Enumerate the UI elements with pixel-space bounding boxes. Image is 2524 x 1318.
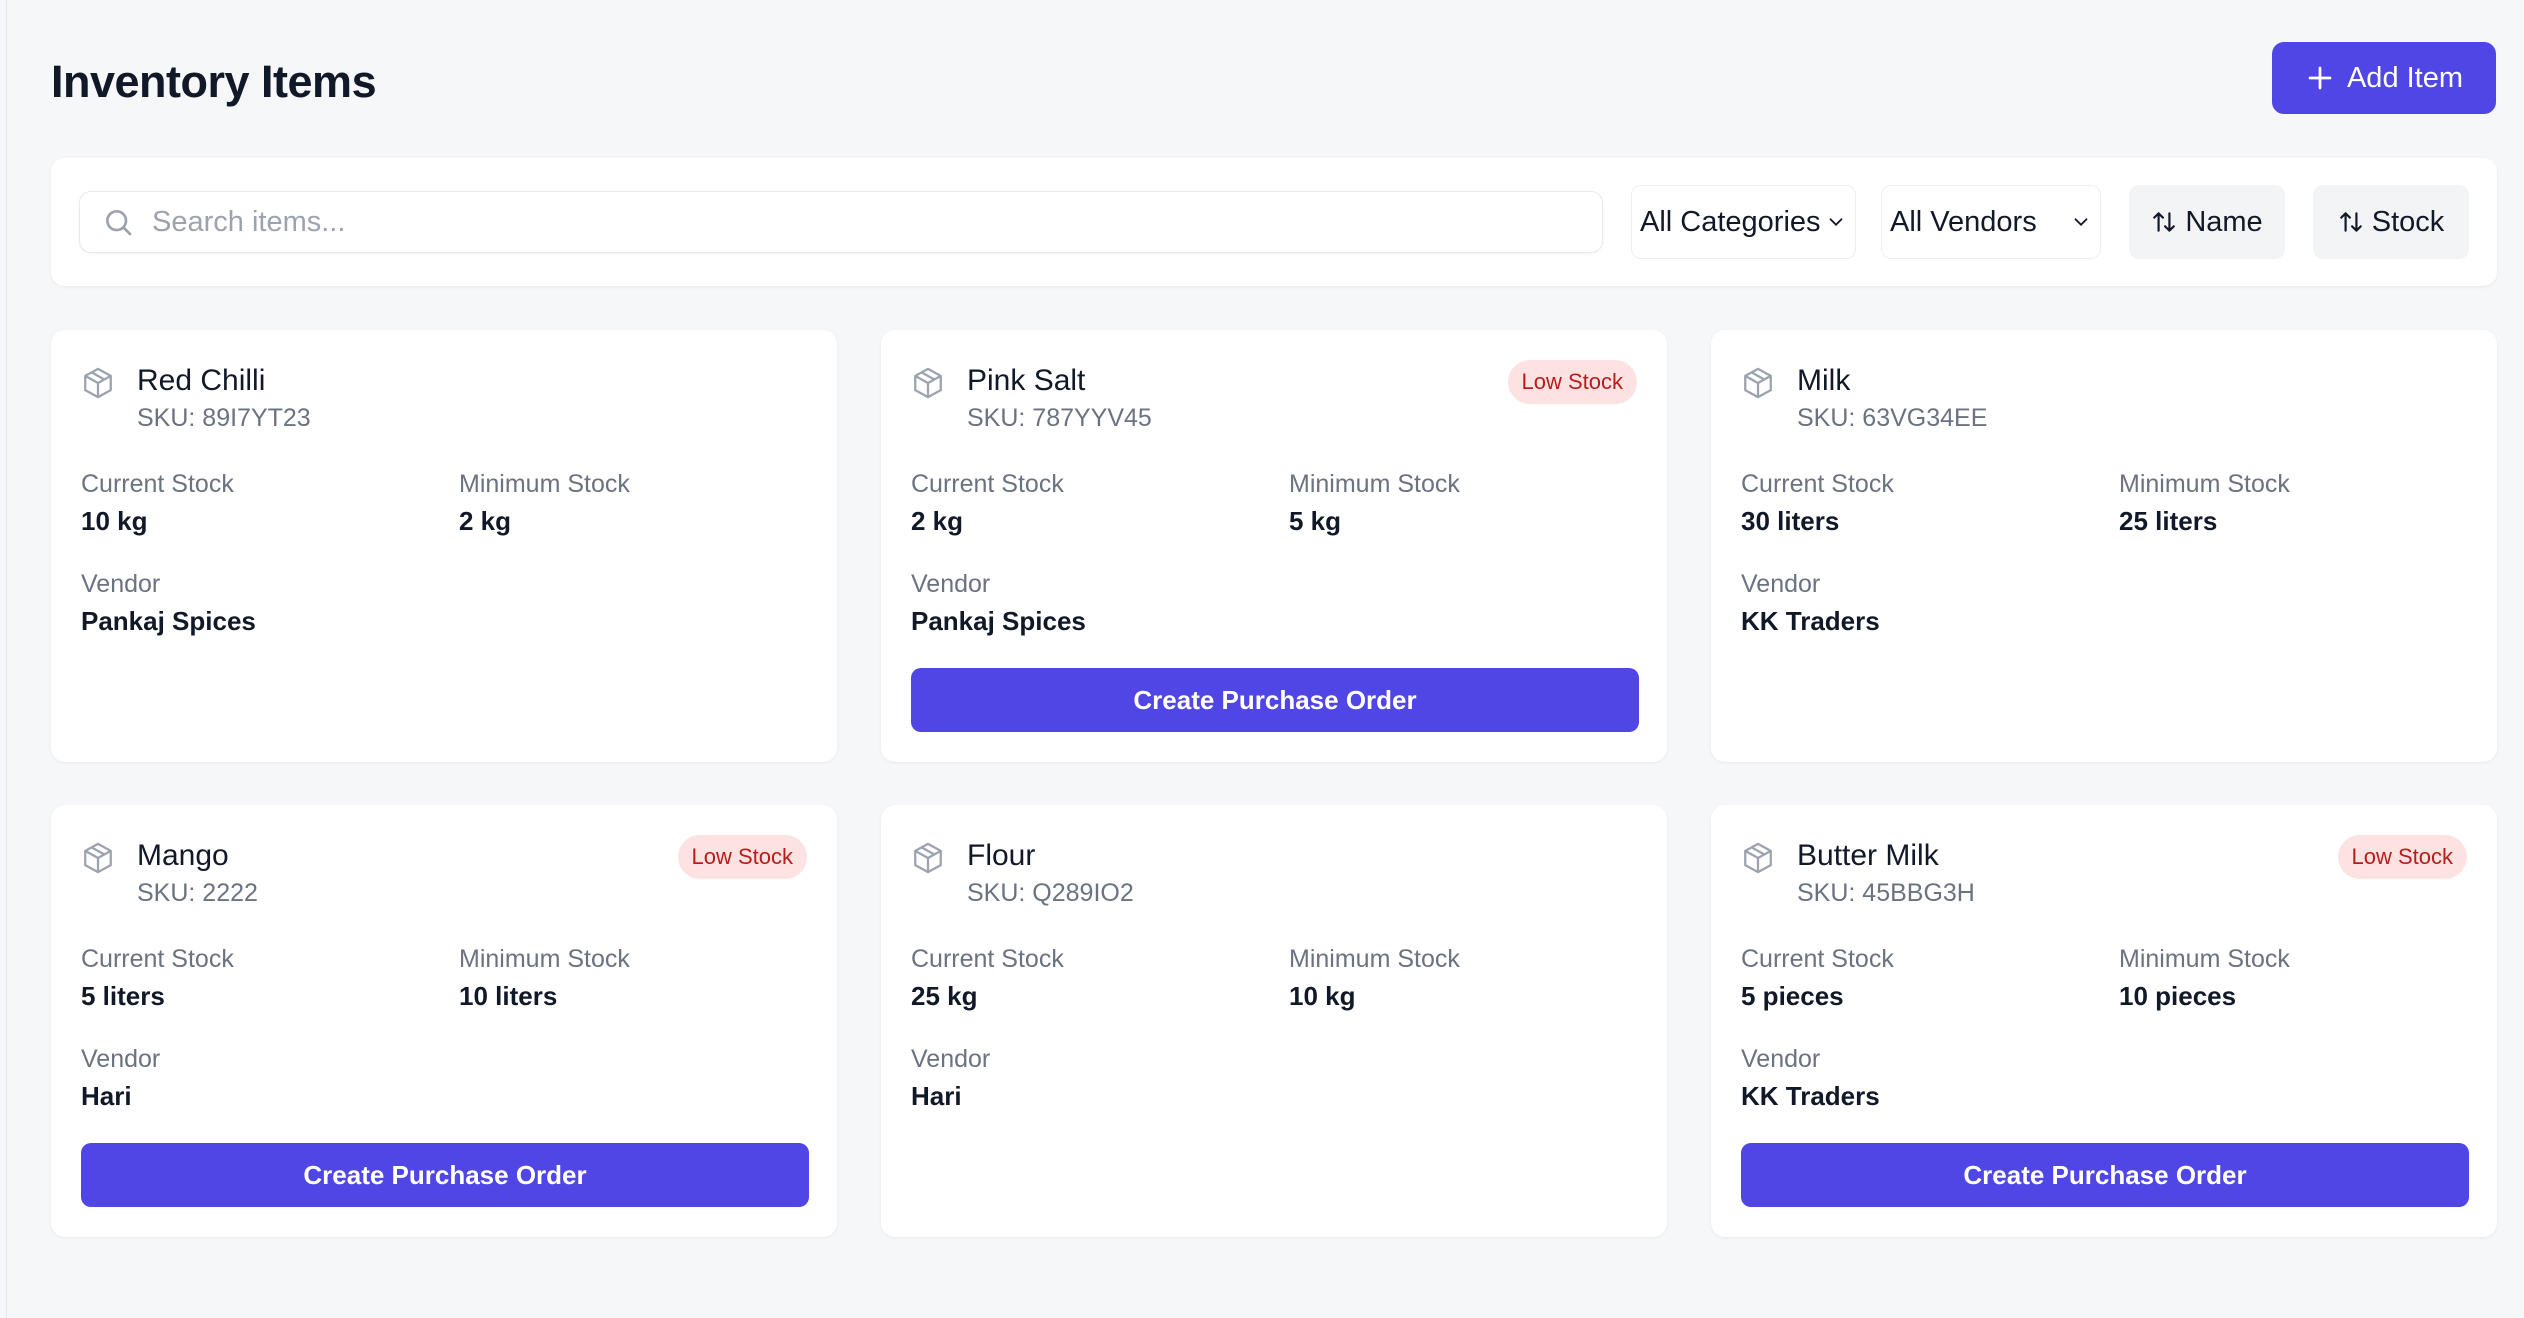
- search-icon: [106, 210, 132, 236]
- current-stock-label: Current Stock: [911, 470, 1064, 498]
- category-select-value: All Categories: [1640, 205, 1821, 238]
- minimum-stock-label: Minimum Stock: [1289, 945, 1460, 973]
- vendor-value: Hari: [911, 1081, 962, 1111]
- item-name: Pink Salt: [967, 364, 1086, 397]
- item-name: Red Chilli: [137, 364, 266, 397]
- category-select[interactable]: All Categories: [1631, 185, 1856, 259]
- current-stock-value: 5 pieces: [1741, 981, 1844, 1011]
- minimum-stock-label: Minimum Stock: [1289, 470, 1460, 498]
- item-sku: SKU: 89I7YT23: [137, 404, 311, 432]
- minimum-stock-label: Minimum Stock: [2119, 945, 2290, 973]
- page-header: Inventory Items Add Item: [51, 40, 2496, 156]
- vendor-label: Vendor: [81, 570, 161, 598]
- chevron-down-icon: [2074, 218, 2088, 227]
- item-card: Mango SKU: 2222 Low Stock Current Stock …: [51, 805, 837, 1237]
- item-sku: SKU: Q289IO2: [967, 879, 1134, 907]
- item-sku: SKU: 45BBG3H: [1797, 879, 1975, 907]
- low-stock-badge: Low Stock: [677, 835, 807, 879]
- current-stock-label: Current Stock: [81, 945, 234, 973]
- low-stock-badge: Low Stock: [2337, 835, 2467, 879]
- current-stock-value: 25 kg: [911, 981, 978, 1011]
- create-purchase-order-button[interactable]: Create Purchase Order: [81, 1143, 809, 1207]
- sort-by-stock-button[interactable]: Stock: [2313, 185, 2469, 259]
- sort-arrows-icon: [2153, 212, 2176, 232]
- page-title: Inventory Items: [51, 56, 377, 107]
- item-sku: SKU: 787YYV45: [967, 404, 1152, 432]
- add-item-label: Add Item: [2346, 61, 2464, 94]
- vendor-select-value: All Vendors: [1890, 205, 2037, 238]
- vendor-value: Pankaj Spices: [81, 606, 256, 636]
- sort-by-name-button[interactable]: Name: [2129, 185, 2285, 259]
- current-stock-label: Current Stock: [911, 945, 1064, 973]
- item-name: Mango: [137, 839, 229, 872]
- minimum-stock-value: 2 kg: [459, 506, 512, 536]
- minimum-stock-value: 25 liters: [2119, 506, 2218, 536]
- current-stock-label: Current Stock: [81, 470, 234, 498]
- vendor-label: Vendor: [81, 1045, 161, 1073]
- item-card: Butter Milk SKU: 45BBG3H Low Stock Curre…: [1711, 805, 2497, 1237]
- minimum-stock-value: 10 pieces: [2119, 981, 2237, 1011]
- minimum-stock-value: 5 kg: [1289, 506, 1342, 536]
- vendor-label: Vendor: [911, 1045, 991, 1073]
- current-stock-value: 30 liters: [1741, 506, 1840, 536]
- vendor-value: KK Traders: [1741, 1081, 1880, 1111]
- minimum-stock-value: 10 kg: [1289, 981, 1356, 1011]
- item-card: Milk SKU: 63VG34EE Current Stock 30 lite…: [1711, 330, 2497, 762]
- current-stock-value: 5 liters: [81, 981, 165, 1011]
- filter-bar: All Categories All Vendors Name Stock: [51, 158, 2497, 286]
- minimum-stock-label: Minimum Stock: [2119, 470, 2290, 498]
- item-card: Red Chilli SKU: 89I7YT23 Current Stock 1…: [51, 330, 837, 762]
- add-item-button[interactable]: Add Item: [2272, 42, 2496, 114]
- package-icon: [1744, 842, 1772, 874]
- item-card: Flour SKU: Q289IO2 Current Stock 25 kg M…: [881, 805, 1667, 1237]
- vendor-value: Pankaj Spices: [911, 606, 1086, 636]
- create-purchase-order-button[interactable]: Create Purchase Order: [911, 668, 1639, 732]
- low-stock-badge: Low Stock: [1507, 360, 1637, 404]
- item-sku: SKU: 63VG34EE: [1797, 404, 1988, 432]
- vendor-label: Vendor: [911, 570, 991, 598]
- vendor-label: Vendor: [1741, 1045, 1821, 1073]
- search-input[interactable]: [152, 205, 1552, 239]
- search-box[interactable]: [79, 191, 1603, 253]
- minimum-stock-value: 10 liters: [459, 981, 558, 1011]
- sort-by-stock-label: Stock: [2371, 205, 2445, 238]
- sort-by-name-label: Name: [2185, 205, 2263, 238]
- package-icon: [84, 367, 112, 399]
- item-name: Flour: [967, 839, 1036, 872]
- page: Inventory Items Add Item All Categories …: [6, 0, 2524, 1318]
- minimum-stock-label: Minimum Stock: [459, 470, 630, 498]
- package-icon: [914, 367, 942, 399]
- package-icon: [1744, 367, 1772, 399]
- package-icon: [914, 842, 942, 874]
- current-stock-label: Current Stock: [1741, 945, 1894, 973]
- current-stock-value: 2 kg: [911, 506, 964, 536]
- create-purchase-order-button[interactable]: Create Purchase Order: [1741, 1143, 2469, 1207]
- item-card: Pink Salt SKU: 787YYV45 Low Stock Curren…: [881, 330, 1667, 762]
- sort-arrows-icon: [2339, 212, 2362, 232]
- plus-icon: [2308, 66, 2332, 90]
- current-stock-label: Current Stock: [1741, 470, 1894, 498]
- item-name: Milk: [1797, 364, 1851, 397]
- vendor-value: KK Traders: [1741, 606, 1880, 636]
- item-name: Butter Milk: [1797, 839, 1939, 872]
- current-stock-value: 10 kg: [81, 506, 148, 536]
- vendor-select[interactable]: All Vendors: [1881, 185, 2101, 259]
- item-sku: SKU: 2222: [137, 879, 258, 907]
- chevron-down-icon: [1829, 218, 1843, 227]
- package-icon: [84, 842, 112, 874]
- minimum-stock-label: Minimum Stock: [459, 945, 630, 973]
- vendor-value: Hari: [81, 1081, 132, 1111]
- vendor-label: Vendor: [1741, 570, 1821, 598]
